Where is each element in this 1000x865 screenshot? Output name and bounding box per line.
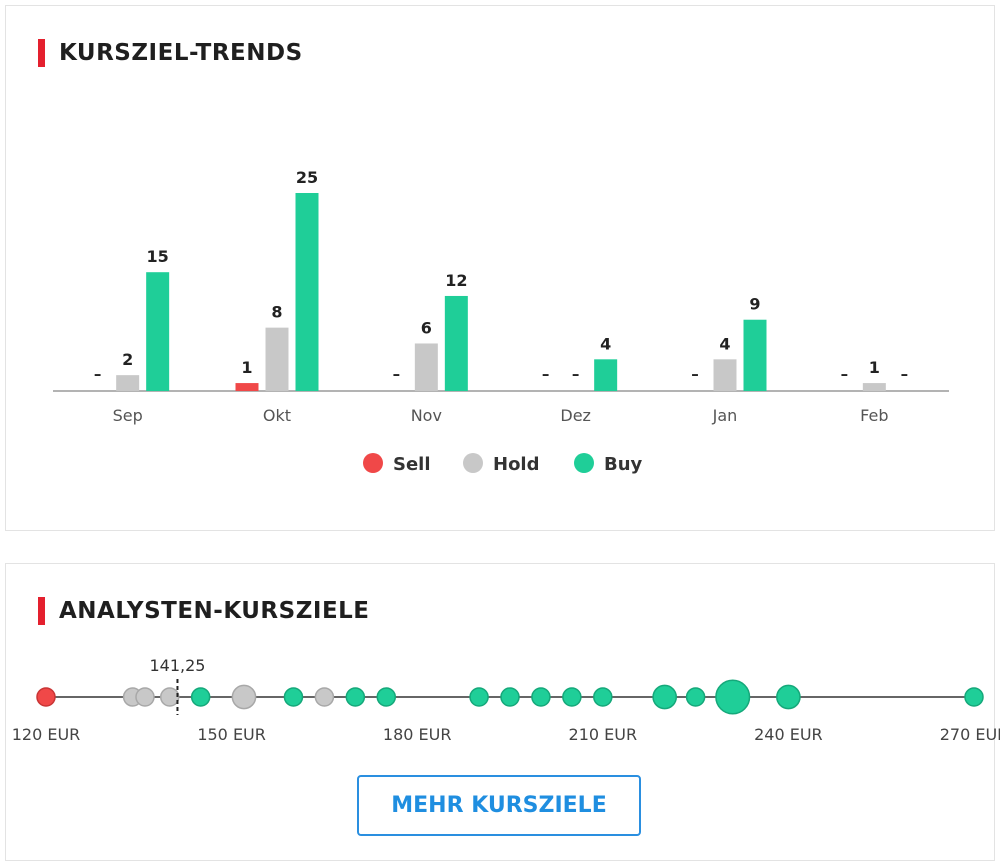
target-point-buy (190, 687, 211, 707)
bar-hold (414, 343, 438, 391)
legend-sell-label: Sell (393, 454, 431, 475)
bar-buy (295, 193, 319, 391)
x-tick-label: Nov (411, 406, 442, 425)
empty-value-marker: – (572, 365, 580, 383)
section-title: KURSZIEL-TRENDS (59, 40, 303, 66)
x-tick-label: Sep (113, 406, 143, 425)
data-label: 25 (296, 168, 318, 187)
empty-value-marker: – (691, 365, 699, 383)
target-point-hold (231, 684, 257, 710)
section-header: ANALYSTEN-KURSZIELE (38, 597, 370, 625)
empty-value-marker: – (542, 365, 550, 383)
target-point-buy (715, 679, 751, 715)
data-label: 15 (147, 247, 169, 266)
bar-buy (444, 295, 468, 391)
target-point-buy (283, 687, 304, 707)
current-price-label: 141,25 (149, 656, 205, 675)
target-point-buy (652, 684, 678, 710)
target-point-buy (593, 687, 613, 707)
kursziel-trends-chart: – 2 15 Sep 1 8 25 Okt – 6 12 Nov – – 4 Dez – 4 9 Jan – 1 – Feb S… (53, 168, 949, 475)
accent-bar (38, 39, 45, 67)
bar-hold (713, 359, 737, 391)
data-label: 8 (271, 303, 282, 322)
legend-hold-label: Hold (493, 454, 540, 475)
bar-hold (116, 375, 140, 391)
target-point-buy (776, 684, 801, 710)
legend-sell-swatch (363, 453, 383, 473)
target-point-buy (500, 687, 520, 707)
target-point-buy (345, 687, 366, 707)
data-label: 1 (241, 358, 252, 377)
section-title: ANALYSTEN-KURSZIELE (59, 598, 370, 624)
target-point-buy (964, 687, 984, 707)
kursziel-trends-card: KURSZIEL-TRENDS – 2 15 Sep 1 8 25 Okt – 6 12 Nov – – 4… (5, 5, 995, 531)
section-header: KURSZIEL-TRENDS (38, 39, 303, 67)
legend-buy-label: Buy (604, 454, 643, 475)
target-point-sell (36, 687, 56, 707)
target-point-buy (685, 687, 706, 707)
bar-buy (743, 319, 767, 391)
x-tick-label: 270 EUR (940, 725, 1000, 744)
analysten-kursziele-chart: 141,25 120 EUR 150 EUR 180 EUR 210 EUR 240 EU… (12, 656, 1000, 744)
target-point-buy (376, 687, 397, 707)
accent-bar (38, 597, 45, 625)
x-tick-label: Feb (860, 406, 888, 425)
x-tick-label: 150 EUR (197, 725, 266, 744)
x-tick-label: 240 EUR (754, 725, 823, 744)
x-tick-label: 210 EUR (569, 725, 638, 744)
target-point-buy (531, 687, 551, 707)
mehr-kursziele-button[interactable]: MEHR KURSZIELE (357, 775, 641, 836)
target-point-hold (159, 687, 180, 707)
bar-hold (862, 383, 886, 391)
x-tick-label: Jan (712, 406, 738, 425)
target-point-buy (469, 687, 489, 707)
bar-buy (594, 359, 618, 391)
legend-hold-swatch (463, 453, 483, 473)
bar-hold (265, 327, 289, 391)
x-tick-label: Dez (560, 406, 591, 425)
target-point-buy (562, 687, 582, 707)
x-tick-label: Okt (263, 406, 291, 425)
data-label: 12 (445, 271, 467, 290)
data-label: 4 (719, 334, 730, 353)
data-label: 4 (600, 334, 611, 353)
data-label: 2 (122, 350, 133, 369)
empty-value-marker: – (393, 365, 401, 383)
x-tick-label: 180 EUR (383, 725, 452, 744)
target-point-hold (135, 687, 155, 707)
empty-value-marker: – (841, 365, 849, 383)
bar-buy (146, 272, 170, 391)
data-label: 1 (869, 358, 880, 377)
data-label: 9 (749, 295, 760, 314)
empty-value-marker: – (901, 365, 909, 383)
empty-value-marker: – (94, 365, 102, 383)
x-tick-label: 120 EUR (12, 725, 81, 744)
data-label: 6 (421, 318, 432, 337)
target-point-hold (314, 687, 335, 707)
bar-sell (235, 383, 259, 391)
analysten-kursziele-card: ANALYSTEN-KURSZIELE 141,25 120 EUR 150 EUR… (5, 563, 1000, 861)
legend-buy-swatch (574, 453, 594, 473)
